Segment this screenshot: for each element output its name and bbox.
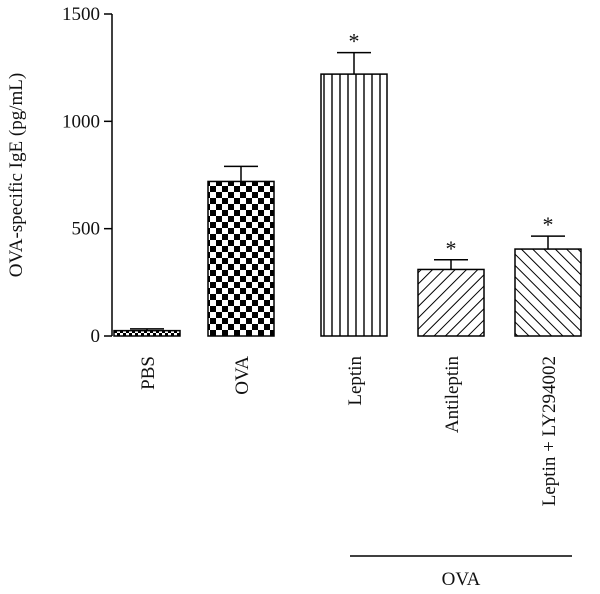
group-bracket: OVA xyxy=(350,555,572,590)
significance-star: * xyxy=(349,29,360,54)
x-tick-label: OVA xyxy=(232,356,253,395)
significance-star: * xyxy=(446,236,457,261)
y-tick-label: 500 xyxy=(72,219,101,240)
bar-leptin xyxy=(320,73,388,337)
x-tick-label: Antileptin xyxy=(442,356,463,434)
group-label: OVA xyxy=(442,569,481,590)
y-axis: 0 500 1000 1500 xyxy=(62,4,113,347)
bar-pbs xyxy=(113,329,181,337)
bars: * * * xyxy=(113,29,582,337)
x-tick-label: PBS xyxy=(138,356,159,390)
y-tick-label: 1500 xyxy=(62,4,100,25)
y-tick-label: 0 xyxy=(91,326,101,347)
x-axis-labels: PBS OVA Leptin Antileptin Leptin + LY294002 xyxy=(138,356,560,507)
x-tick-label: Leptin xyxy=(345,356,366,406)
bar-ova xyxy=(207,180,275,337)
y-axis-title: OVA-specific IgE (pg/mL) xyxy=(6,73,27,277)
significance-star: * xyxy=(543,212,554,237)
y-tick-label: 1000 xyxy=(62,111,100,132)
bar-leptin-ly294002 xyxy=(514,248,582,337)
bar-antileptin xyxy=(417,268,485,337)
x-tick-label: Leptin + LY294002 xyxy=(539,356,560,506)
